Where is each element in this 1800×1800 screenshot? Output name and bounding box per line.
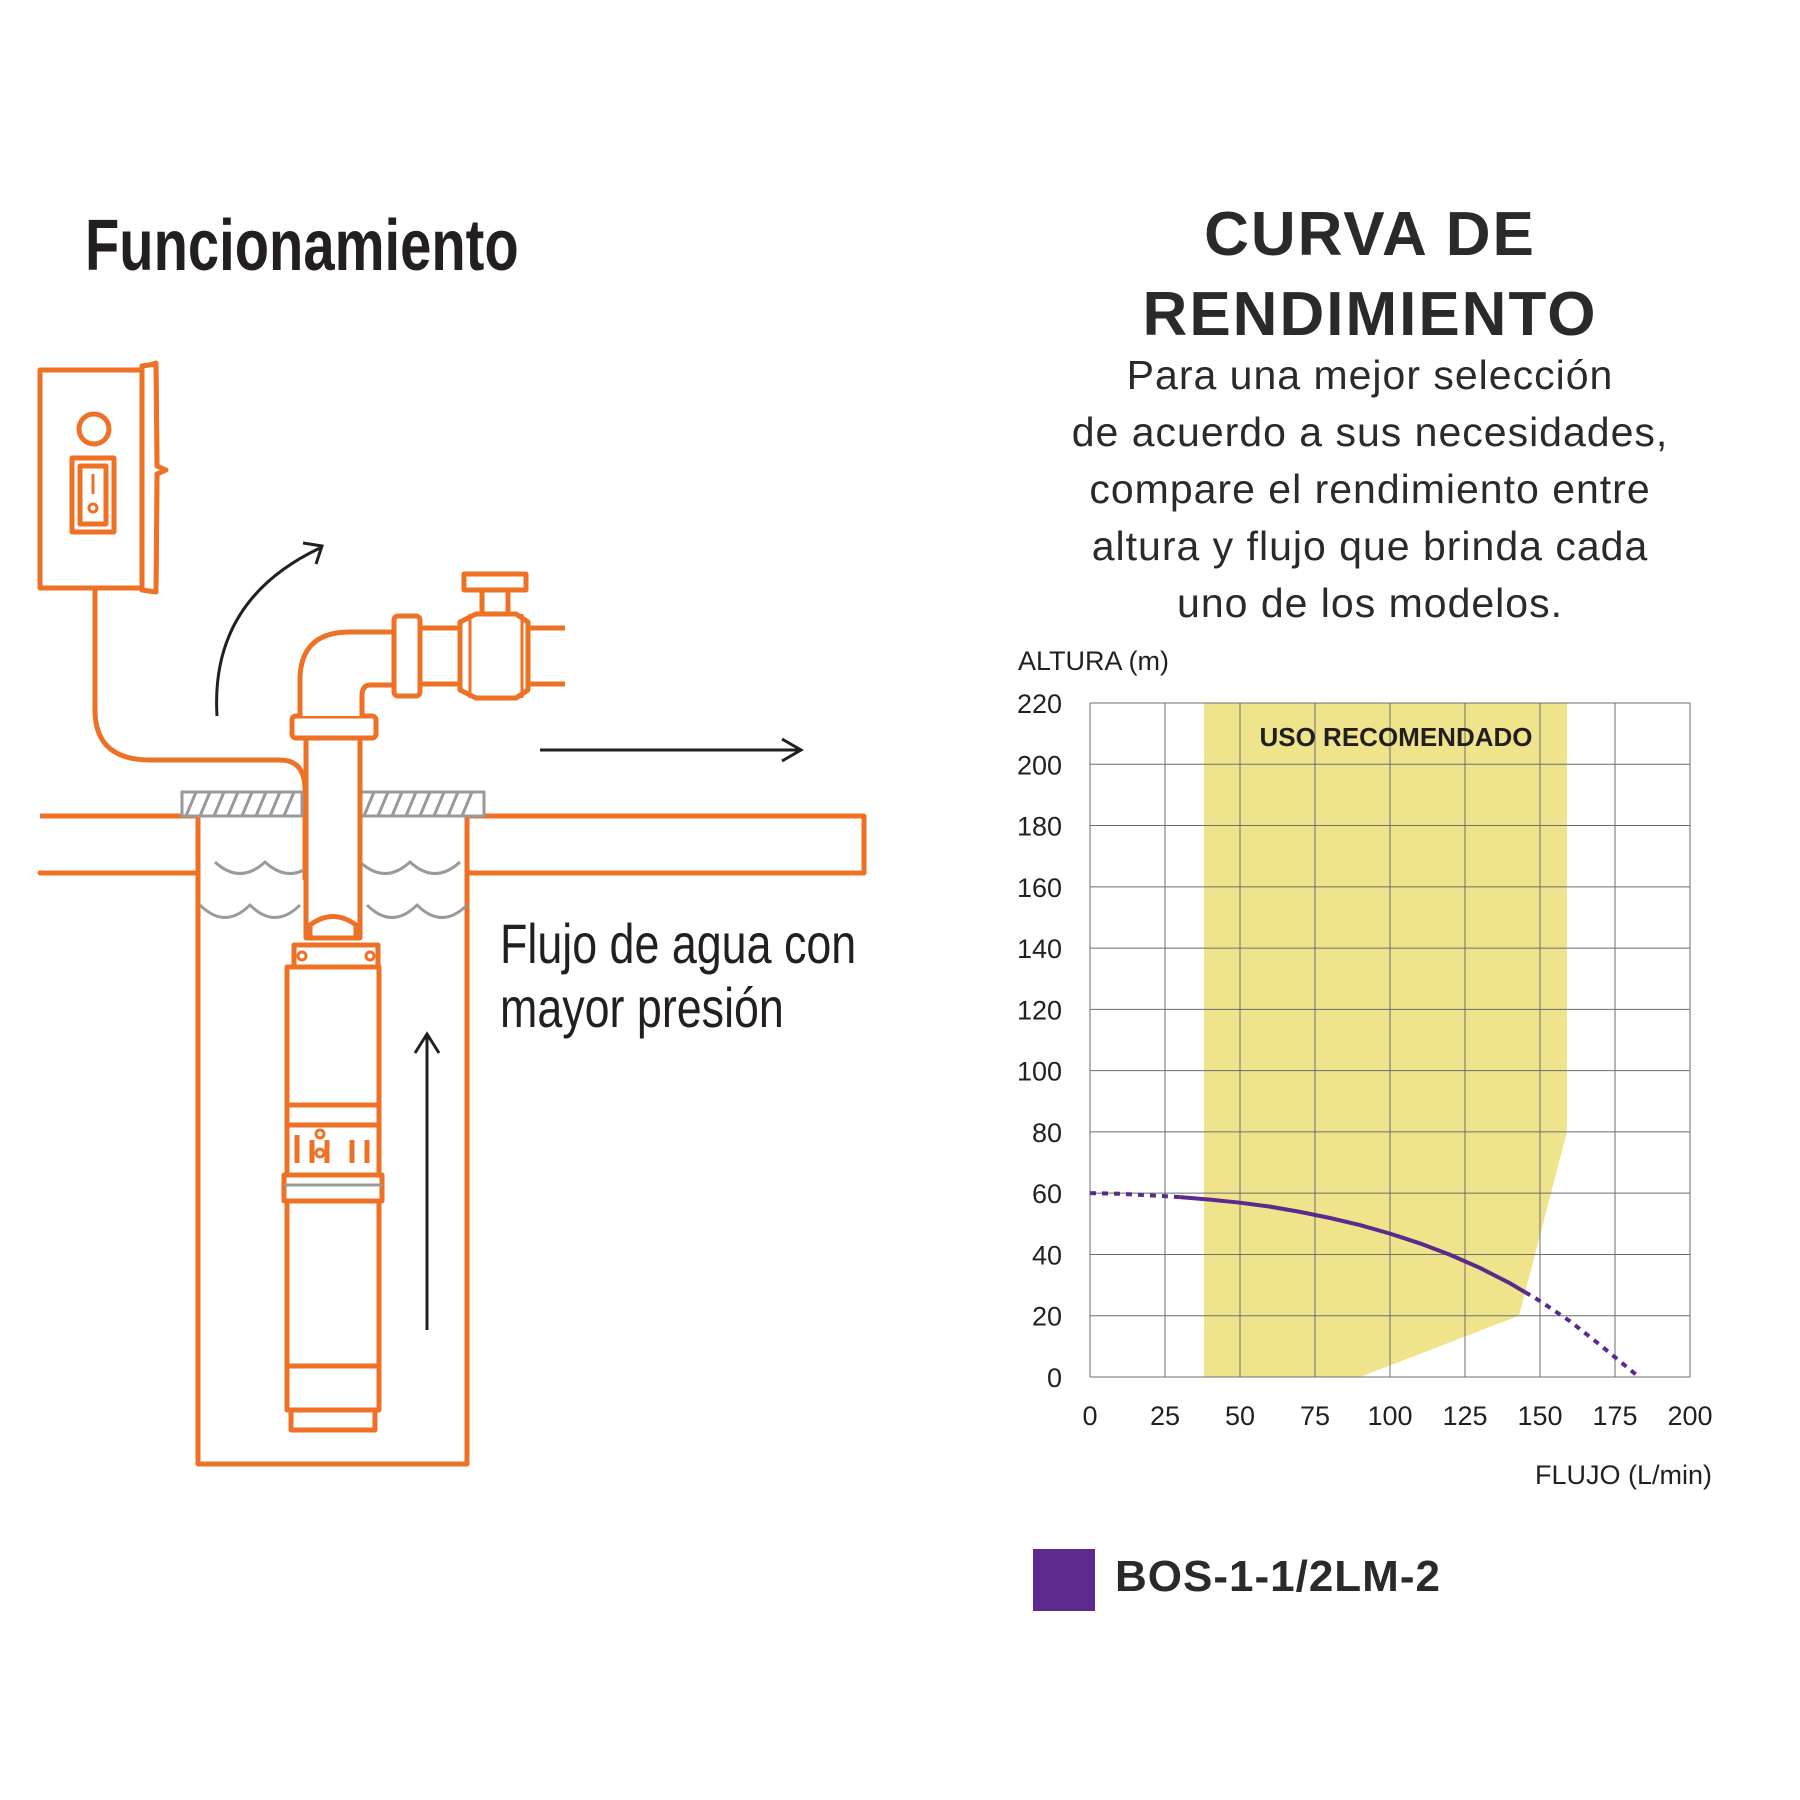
subtitle-line: uno de los modelos.: [1177, 580, 1563, 626]
x-tick-label: 175: [1592, 1401, 1637, 1431]
y-tick-label: 140: [1017, 934, 1062, 964]
flow-arrows: [215, 541, 804, 1330]
y-tick-label: 160: [1017, 873, 1062, 903]
legend-swatch: [1033, 1549, 1095, 1611]
flow-description: Flujo de agua con mayor presión: [500, 912, 856, 1040]
series-line-dashed-start: [1089, 1191, 1181, 1200]
x-tick-label: 100: [1367, 1401, 1412, 1431]
x-tick-label: 0: [1082, 1401, 1097, 1431]
series-line: [1179, 1195, 1527, 1294]
x-tick-label: 50: [1225, 1401, 1255, 1431]
subtitle-line: de acuerdo a sus necesidades,: [1071, 409, 1669, 455]
water-waves: [198, 860, 469, 919]
zone-label: USO RECOMENDADO: [1259, 722, 1532, 752]
y-tick-label: 0: [1047, 1363, 1062, 1393]
section-title: Funcionamiento: [85, 206, 519, 286]
subtitle-line: altura y flujo que brinda cada: [1091, 523, 1649, 569]
chart-subtitle: Para una mejor selección de acuerdo a su…: [990, 347, 1750, 632]
y-tick-label: 40: [1032, 1240, 1062, 1270]
chart-title-line: CURVA DE: [1204, 200, 1536, 269]
x-tick-label: 150: [1517, 1401, 1562, 1431]
chart-title: CURVA DE RENDIMIENTO: [1060, 195, 1680, 355]
y-tick-label: 80: [1032, 1118, 1062, 1148]
ground-slab: [37, 813, 867, 1467]
subtitle-line: Para una mejor selección: [1126, 352, 1614, 398]
chart-title-line: RENDIMIENTO: [1142, 280, 1598, 349]
legend-label: BOS-1-1/2LM-2: [1115, 1552, 1441, 1601]
flow-description-line: Flujo de agua con: [500, 912, 857, 975]
y-axis-label: ALTURA (m): [1018, 646, 1169, 676]
control-box-icon: [37, 360, 308, 880]
x-tick-label: 125: [1442, 1401, 1487, 1431]
y-tick-label: 100: [1017, 1057, 1062, 1087]
x-axis-label: FLUJO (L/min): [1535, 1460, 1712, 1490]
series-line-dashed-end: [1523, 1290, 1641, 1379]
x-tick-label: 200: [1667, 1401, 1712, 1431]
y-tick-label: 120: [1017, 995, 1062, 1025]
subtitle-line: compare el rendimiento entre: [1089, 466, 1651, 512]
y-tick-label: 220: [1017, 689, 1062, 719]
discharge-pipe: [289, 571, 565, 941]
x-tick-label: 75: [1300, 1401, 1330, 1431]
pump-body-icon: [281, 914, 385, 1433]
recommended-zone: [1204, 703, 1567, 1377]
flow-description-line: mayor presión: [500, 976, 784, 1039]
curved-arrow-icon: [215, 546, 321, 717]
y-tick-label: 60: [1032, 1179, 1062, 1209]
x-tick-label: 25: [1150, 1401, 1180, 1431]
y-tick-label: 200: [1017, 750, 1062, 780]
y-tick-label: 20: [1032, 1302, 1062, 1332]
y-tick-label: 180: [1017, 812, 1062, 842]
